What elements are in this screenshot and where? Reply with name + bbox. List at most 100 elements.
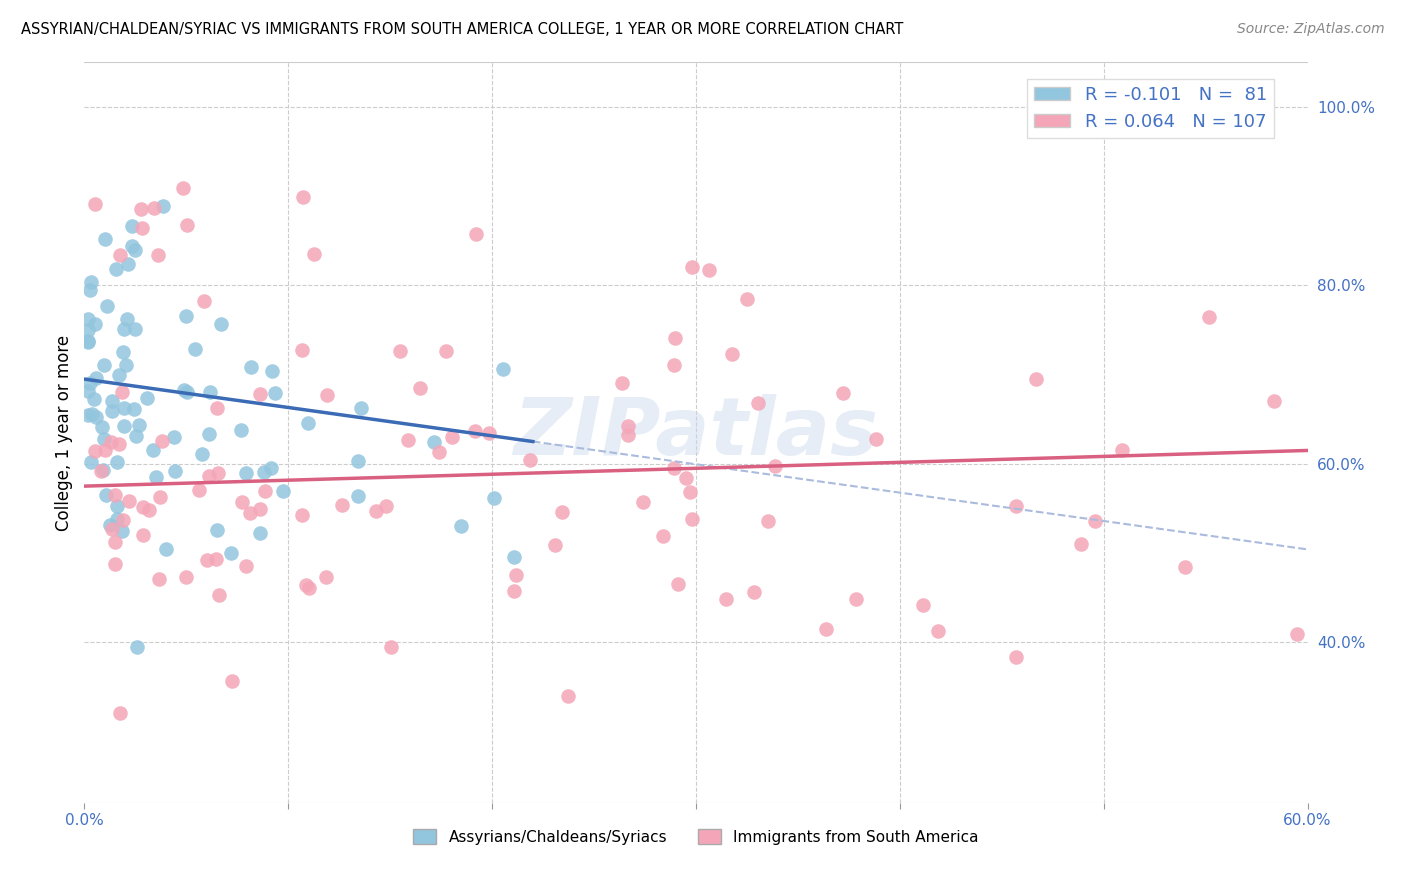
Point xyxy=(84,371,107,385)
Point xyxy=(503,584,526,599)
Point xyxy=(124,244,146,258)
Point xyxy=(492,361,515,376)
Point xyxy=(86,409,108,424)
Point xyxy=(136,391,159,405)
Point xyxy=(249,526,271,541)
Text: Source: ZipAtlas.com: Source: ZipAtlas.com xyxy=(1237,22,1385,37)
Point xyxy=(173,383,195,397)
Point xyxy=(142,442,165,457)
Point xyxy=(77,334,100,349)
Point xyxy=(183,342,205,356)
Point xyxy=(292,190,315,204)
Point xyxy=(519,452,541,467)
Point xyxy=(195,553,218,567)
Point xyxy=(302,247,325,261)
Point xyxy=(544,538,567,552)
Point xyxy=(845,591,868,606)
Point xyxy=(865,433,887,447)
Point xyxy=(191,447,214,461)
Point xyxy=(83,444,105,458)
Point xyxy=(80,407,103,421)
Point xyxy=(503,550,526,565)
Point xyxy=(434,343,457,358)
Point xyxy=(93,442,115,457)
Point xyxy=(138,502,160,516)
Point xyxy=(450,519,472,533)
Point xyxy=(662,461,685,475)
Point xyxy=(112,513,135,527)
Point xyxy=(198,426,221,441)
Point xyxy=(239,506,262,520)
Point xyxy=(165,464,187,478)
Point xyxy=(666,576,689,591)
Point xyxy=(205,552,228,566)
Point xyxy=(297,416,319,430)
Point xyxy=(146,248,169,262)
Point xyxy=(108,368,131,383)
Point xyxy=(104,535,127,549)
Point xyxy=(221,674,243,689)
Point xyxy=(652,529,675,543)
Point xyxy=(1198,310,1220,324)
Point xyxy=(679,485,702,500)
Point xyxy=(505,567,527,582)
Point xyxy=(366,504,388,518)
Point xyxy=(110,706,132,720)
Point xyxy=(176,384,198,399)
Point xyxy=(260,461,283,475)
Point xyxy=(737,292,759,306)
Point xyxy=(550,505,572,519)
Point xyxy=(83,392,105,406)
Point xyxy=(77,312,100,326)
Point xyxy=(131,220,153,235)
Point xyxy=(714,591,737,606)
Point xyxy=(1263,393,1285,408)
Point xyxy=(1111,442,1133,457)
Point xyxy=(104,557,127,571)
Point xyxy=(105,455,128,469)
Point xyxy=(229,423,252,437)
Point xyxy=(350,401,373,415)
Point xyxy=(298,581,321,595)
Point xyxy=(108,248,131,262)
Point xyxy=(124,321,146,335)
Point xyxy=(115,312,138,326)
Point xyxy=(152,199,174,213)
Point xyxy=(176,309,198,323)
Point xyxy=(240,360,263,375)
Point xyxy=(253,465,276,479)
Point xyxy=(616,427,638,442)
Point xyxy=(129,202,152,216)
Y-axis label: College, 1 year or more: College, 1 year or more xyxy=(55,334,73,531)
Point xyxy=(91,463,114,477)
Point xyxy=(77,323,100,337)
Point xyxy=(155,542,177,557)
Point xyxy=(174,570,197,584)
Point xyxy=(1286,627,1309,641)
Point xyxy=(396,433,419,447)
Point xyxy=(198,384,221,399)
Point xyxy=(122,401,145,416)
Point xyxy=(98,517,121,532)
Point xyxy=(79,455,101,469)
Point xyxy=(616,419,638,434)
Point xyxy=(79,376,101,390)
Point xyxy=(77,335,100,350)
Point xyxy=(758,514,780,528)
Legend: Assyrians/Chaldeans/Syriacs, Immigrants from South America: Assyrians/Chaldeans/Syriacs, Immigrants … xyxy=(408,822,984,851)
Point xyxy=(815,622,838,636)
Point xyxy=(91,420,114,434)
Point xyxy=(198,469,221,483)
Point xyxy=(721,346,744,360)
Point xyxy=(1025,371,1047,385)
Point xyxy=(79,283,101,297)
Point xyxy=(219,546,242,560)
Point xyxy=(77,384,100,399)
Point xyxy=(111,524,134,538)
Point xyxy=(747,396,769,410)
Point xyxy=(330,498,353,512)
Point xyxy=(148,572,170,586)
Point xyxy=(105,512,128,526)
Point xyxy=(125,640,148,655)
Point xyxy=(124,429,146,443)
